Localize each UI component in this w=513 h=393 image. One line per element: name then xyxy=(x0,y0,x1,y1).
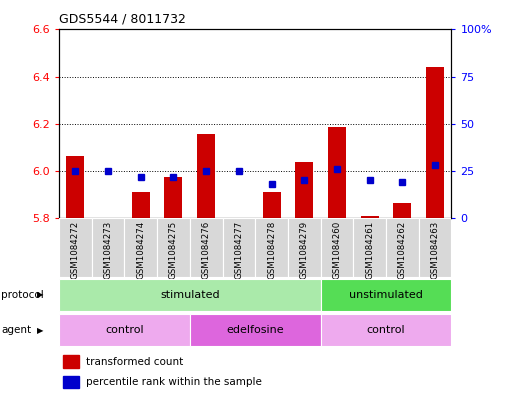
Bar xyxy=(321,218,353,277)
Bar xyxy=(386,218,419,277)
Text: GSM1084262: GSM1084262 xyxy=(398,221,407,279)
Text: GSM1084260: GSM1084260 xyxy=(332,221,342,279)
Bar xyxy=(321,279,451,310)
Bar xyxy=(124,218,157,277)
Bar xyxy=(190,218,223,277)
Bar xyxy=(63,376,78,388)
Text: unstimulated: unstimulated xyxy=(349,290,423,300)
Text: GSM1084274: GSM1084274 xyxy=(136,221,145,279)
Bar xyxy=(295,162,313,218)
Bar xyxy=(321,314,451,346)
Bar xyxy=(419,218,451,277)
Bar xyxy=(288,218,321,277)
Text: GSM1084276: GSM1084276 xyxy=(202,221,211,279)
Bar xyxy=(361,216,379,218)
Bar xyxy=(393,203,411,218)
Bar xyxy=(132,192,150,218)
Text: ▶: ▶ xyxy=(37,290,44,299)
Text: GDS5544 / 8011732: GDS5544 / 8011732 xyxy=(59,13,186,26)
Bar xyxy=(63,356,78,368)
Bar xyxy=(255,218,288,277)
Text: percentile rank within the sample: percentile rank within the sample xyxy=(87,377,262,387)
Bar xyxy=(165,177,183,218)
Text: GSM1084261: GSM1084261 xyxy=(365,221,374,279)
Bar xyxy=(66,156,84,218)
Bar xyxy=(59,314,190,346)
Text: GSM1084275: GSM1084275 xyxy=(169,221,178,279)
Text: control: control xyxy=(105,325,144,335)
Bar xyxy=(92,218,125,277)
Bar xyxy=(59,218,92,277)
Text: GSM1084279: GSM1084279 xyxy=(300,221,309,279)
Text: GSM1084277: GSM1084277 xyxy=(234,221,243,279)
Bar xyxy=(157,218,190,277)
Text: protocol: protocol xyxy=(1,290,44,300)
Text: GSM1084278: GSM1084278 xyxy=(267,221,276,279)
Bar xyxy=(328,127,346,218)
Text: agent: agent xyxy=(1,325,31,335)
Text: GSM1084272: GSM1084272 xyxy=(71,221,80,279)
Bar xyxy=(223,218,255,277)
Text: control: control xyxy=(367,325,405,335)
Text: GSM1084273: GSM1084273 xyxy=(104,221,112,279)
Bar xyxy=(353,218,386,277)
Text: GSM1084263: GSM1084263 xyxy=(430,221,440,279)
Text: stimulated: stimulated xyxy=(160,290,220,300)
Text: edelfosine: edelfosine xyxy=(226,325,284,335)
Bar xyxy=(263,192,281,218)
Bar xyxy=(426,67,444,218)
Text: transformed count: transformed count xyxy=(87,357,184,367)
Bar xyxy=(197,134,215,218)
Bar xyxy=(190,314,321,346)
Bar xyxy=(59,279,321,310)
Text: ▶: ▶ xyxy=(37,326,44,334)
